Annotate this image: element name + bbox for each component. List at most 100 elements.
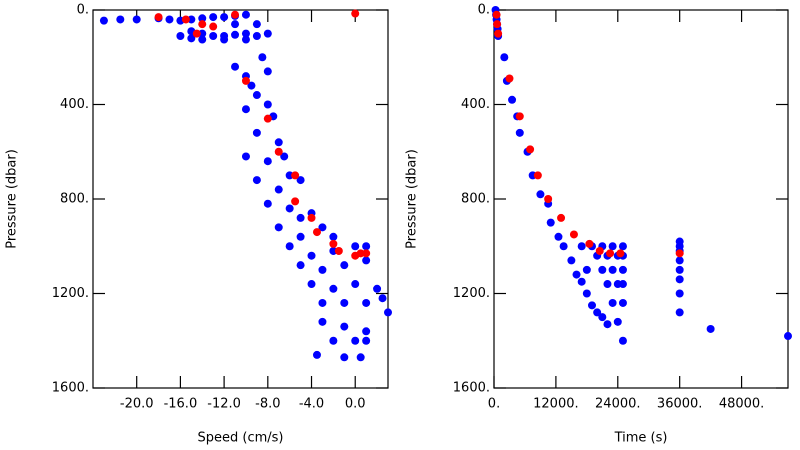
data-point [608,298,617,307]
x-tick-label: 24000. [595,397,641,412]
data-point [362,249,371,258]
y-axis-label: Pressure (dbar) [405,149,420,249]
data-point [291,197,300,206]
data-point [598,313,607,322]
data-point [567,256,576,265]
data-point [231,30,240,39]
x-tick-label: -20.0 [120,397,154,412]
x-tick-label: 0. [488,397,500,412]
data-point [595,246,604,255]
plot-frame [92,9,389,389]
y-tick-label: 1600. [52,381,89,396]
y-axis-label: Pressure (dbar) [5,149,20,249]
data-point [569,230,578,239]
data-point [329,239,338,248]
data-point [274,138,283,147]
x-tick-label: -8.0 [255,397,280,412]
data-point [318,298,327,307]
data-point [603,320,612,329]
data-point [231,10,240,19]
data-point [784,332,792,341]
data-point [362,327,371,336]
data-point [675,249,684,258]
data-point [241,105,250,114]
data-point [263,100,272,109]
data-point [252,176,261,185]
data-point [296,213,305,222]
y-tick-label: 400. [461,97,490,112]
data-point [296,176,305,185]
data-point [351,9,360,18]
data-point [263,29,272,38]
x-tick-label: 36000. [657,397,703,412]
data-point [351,242,360,251]
data-point [241,76,250,85]
y-tick-label: 0. [478,3,490,18]
data-point [263,114,272,123]
data-point [351,336,360,345]
data-point [494,29,503,38]
data-point [577,242,586,251]
data-point [356,353,365,362]
data-point [209,31,218,40]
data-point [616,249,625,258]
data-point [675,275,684,284]
data-point [291,171,300,180]
data-point [340,322,349,331]
data-point [99,16,108,25]
data-point [613,317,622,326]
data-point [187,34,196,43]
x-tick-label: -16.0 [164,397,198,412]
data-point [675,308,684,317]
data-point [606,249,615,258]
data-point [384,308,392,317]
data-point [252,31,261,40]
y-tick-label: 1600. [453,381,490,396]
data-point [675,289,684,298]
data-point [154,13,163,22]
data-point [340,298,349,307]
data-point [263,157,272,166]
data-point [318,265,327,274]
data-point [318,317,327,326]
data-point [176,31,185,40]
x-tick-label: -4.0 [299,397,324,412]
data-point [263,199,272,208]
y-tick-label: 400. [60,97,89,112]
y-tick-label: 800. [461,192,490,207]
data-point [340,353,349,362]
data-point [608,242,617,251]
data-point [559,242,568,251]
data-point [334,246,343,255]
data-point [209,22,218,31]
plot-frame [493,9,789,389]
data-point [536,190,545,199]
data-point [608,265,617,274]
data-point [362,336,371,345]
data-point [492,10,501,19]
data-point [181,15,190,24]
data-point [582,265,591,274]
data-point [515,112,524,121]
data-point [582,289,591,298]
data-point [241,152,250,161]
data-point [258,53,267,62]
data-point [340,261,349,270]
data-point [362,298,371,307]
data-point [500,53,509,62]
data-point [231,20,240,29]
data-point [296,261,305,270]
data-point [373,284,382,293]
data-point [378,294,387,303]
data-point [274,147,283,156]
data-point [307,251,316,260]
data-point [285,242,294,251]
data-point [285,204,294,213]
data-point [618,265,627,274]
data-point [554,232,563,241]
data-point [675,265,684,274]
x-axis-label: Time (s) [614,431,668,446]
data-point [598,265,607,274]
data-point [231,62,240,71]
data-point [165,15,174,24]
